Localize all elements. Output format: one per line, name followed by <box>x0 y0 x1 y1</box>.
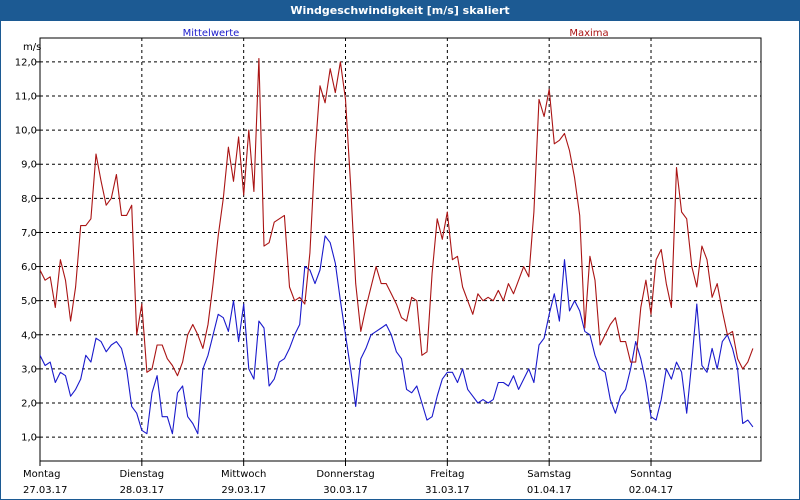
y-tick-label: 7,0 <box>21 228 37 239</box>
x-tick-date: 28.03.17 <box>120 485 165 496</box>
y-tick-label: 5,0 <box>21 296 37 307</box>
window-title: Windgeschwindigkeit [m/s] skaliert <box>1 1 799 21</box>
x-axis: Montag 27.03.17 Dienstag 28.03.17 Mittwoch 29… <box>23 461 673 496</box>
y-tick-label: 12,0 <box>15 57 37 68</box>
x-tick-date: 31.03.17 <box>425 485 470 496</box>
plot-area <box>39 37 762 462</box>
y-tick-label: 10,0 <box>15 126 37 137</box>
y-axis-label: m/s <box>23 42 41 53</box>
x-tick-weekday: Donnerstag <box>316 469 374 480</box>
y-axis: 1,0 2,0 3,0 4,0 5,0 6,0 7,0 8,0 9,0 10,0 11,0 12,0 <box>15 57 40 444</box>
y-tick-label: 2,0 <box>21 399 37 410</box>
y-tick-label: 6,0 <box>21 262 37 273</box>
x-tick-weekday: Montag <box>23 469 60 480</box>
grid-lines <box>40 38 761 461</box>
y-tick-label: 4,0 <box>21 330 37 341</box>
x-tick-weekday: Freitag <box>430 469 464 480</box>
y-tick-label: 1,0 <box>21 433 37 444</box>
x-tick-weekday: Samstag <box>527 469 571 480</box>
x-tick-date: 29.03.17 <box>221 485 266 496</box>
y-tick-label: 11,0 <box>15 91 37 102</box>
y-tick-label: 3,0 <box>21 364 37 375</box>
x-tick-date: 30.03.17 <box>323 485 368 496</box>
legend-max: Maxima <box>569 28 608 39</box>
x-tick-weekday: Sonntag <box>630 469 672 480</box>
x-tick-date: 01.04.17 <box>527 485 572 496</box>
x-tick-weekday: Mittwoch <box>221 469 266 480</box>
data-series <box>40 57 754 435</box>
wind-speed-chart: 1,02,03,04,05,06,07,08,09,010,011,012,0 … <box>15 28 762 496</box>
y-tick-label: 8,0 <box>21 194 37 205</box>
x-tick-weekday: Dienstag <box>120 469 165 480</box>
x-tick-date: 27.03.17 <box>23 485 68 496</box>
y-tick-label: 9,0 <box>21 160 37 171</box>
series-line-mittelwerte <box>40 235 754 435</box>
legend-mean: Mittelwerte <box>183 28 240 39</box>
x-tick-date: 02.04.17 <box>629 485 674 496</box>
series-line-maxima <box>40 57 754 377</box>
